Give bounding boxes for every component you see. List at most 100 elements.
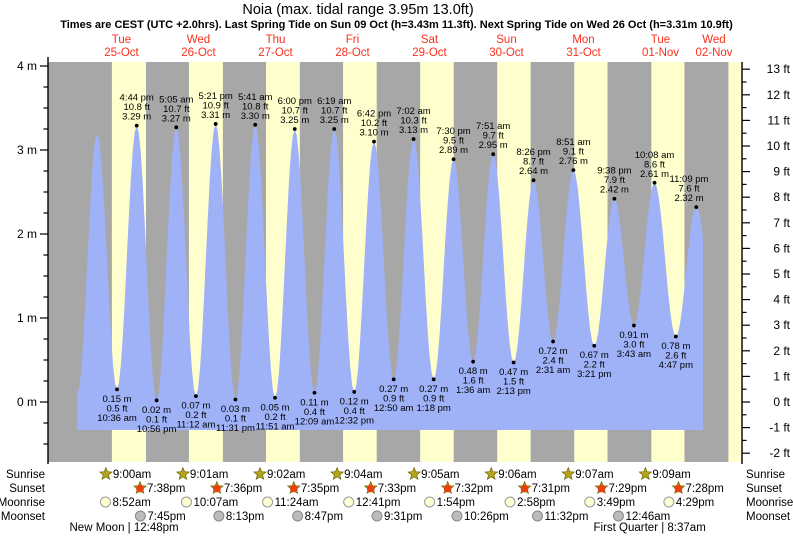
low-tide-m: 0.02 m	[142, 405, 171, 416]
right-axis-label: -2 ft	[769, 446, 790, 460]
moonset-icon	[292, 510, 304, 522]
moonrise-icon	[424, 496, 436, 508]
high-tide-dot	[612, 196, 617, 201]
high-tide-m: 2.76 m	[559, 156, 588, 167]
high-tide-ft: 10.8 ft	[123, 102, 150, 113]
row-label-moonrise-left: Moonrise	[0, 497, 45, 509]
sunset-time: 7:33pm	[378, 483, 416, 495]
row-label-sunrise-right: Sunrise	[746, 469, 785, 481]
right-axis-label: 7 ft	[773, 216, 790, 230]
sunrise-icon	[407, 466, 422, 480]
sunrise-icon	[484, 466, 499, 480]
low-tide-m: 0.12 m	[340, 396, 369, 407]
low-tide-ft: 0.1 ft	[146, 414, 167, 425]
day-date: 01-Nov	[642, 47, 679, 59]
moonset-time: 9:31pm	[384, 511, 422, 523]
high-tide-m: 3.25 m	[320, 115, 349, 126]
high-tide-m: 2.61 m	[640, 169, 669, 180]
sunset-sun-disc	[212, 484, 221, 493]
high-tide-ft: 9.5 ft	[443, 136, 464, 147]
low-tide-m: 0.27 m	[379, 384, 408, 395]
sunset-time: 7:35pm	[301, 483, 339, 495]
low-tide-m: 0.47 m	[499, 367, 528, 378]
high-tide-ft: 7.9 ft	[604, 175, 625, 186]
low-tide-ft: 2.4 ft	[543, 356, 564, 367]
moonset-time: 11:32pm	[545, 511, 589, 523]
moonrise-time: 1:54pm	[437, 497, 475, 509]
moonrise-time: 2:58pm	[517, 497, 555, 509]
high-tide-dot	[174, 125, 179, 130]
high-tide-time: 7:02 am	[396, 106, 430, 117]
high-tide-time: 5:41 am	[238, 92, 272, 103]
moonrise-icon	[99, 496, 111, 508]
moonset-time: 12:46am	[625, 511, 670, 523]
sunset-time: 7:32pm	[455, 483, 493, 495]
high-tide-m: 3.13 m	[399, 125, 428, 136]
low-tide-dot	[632, 323, 636, 328]
day-name: Wed	[187, 34, 210, 46]
sunset-sun-disc	[289, 484, 298, 493]
left-axis-label: 4 m	[17, 59, 37, 73]
day-name: Thu	[266, 34, 286, 46]
high-tide-time: 8:51 am	[556, 137, 590, 148]
low-tide-ft: 0.4 ft	[344, 406, 365, 417]
day-date: 31-Oct	[566, 47, 601, 59]
sunrise-icon	[98, 466, 113, 480]
moonset-time: 10:26pm	[464, 511, 509, 523]
low-tide-ft: 0.4 ft	[304, 407, 325, 418]
high-tide-m: 2.32 m	[674, 193, 703, 204]
high-tide-ft: 10.7 ft	[163, 104, 190, 115]
low-tide-ft: 0.1 ft	[225, 413, 246, 424]
low-tide-ft: 1.5 ft	[503, 377, 524, 388]
right-axis-label: 10 ft	[767, 139, 791, 153]
right-axis-label: 13 ft	[767, 62, 791, 76]
right-axis-label: 3 ft	[773, 318, 790, 332]
low-tide-time: 12:32 pm	[334, 415, 374, 426]
day-name: Tue	[112, 34, 131, 46]
low-tide-ft: 0.2 ft	[264, 412, 285, 423]
low-tide-ft: 0.2 ft	[185, 410, 206, 421]
low-tide-dot	[471, 359, 476, 364]
low-tide-m: 0.07 m	[181, 401, 210, 412]
high-tide-m: 3.27 m	[162, 113, 191, 124]
moonset-time: 7:45pm	[147, 511, 185, 523]
day-name: Mon	[572, 34, 594, 46]
moonrise-time: 8:52am	[112, 497, 150, 509]
right-axis-label: 0 ft	[773, 395, 790, 409]
moon-phase-label: New Moon | 12:48pm	[70, 522, 179, 534]
left-axis-label: 0 m	[17, 395, 37, 409]
day-date: 27-Oct	[258, 47, 293, 59]
high-tide-m: 2.42 m	[600, 185, 629, 196]
sunrise-icon	[253, 466, 267, 480]
low-tide-dot	[391, 377, 396, 382]
high-tide-time: 9:38 pm	[597, 166, 631, 177]
low-tide-m: 0.48 m	[459, 366, 488, 377]
high-tide-time: 5:21 pm	[199, 91, 233, 102]
low-tide-time: 4:47 pm	[659, 360, 693, 371]
high-tide-dot	[134, 123, 139, 128]
day-date: 30-Oct	[489, 47, 524, 59]
high-tide-dot	[411, 137, 416, 141]
high-tide-m: 3.29 m	[122, 112, 151, 123]
high-tide-time: 6:19 am	[317, 96, 351, 107]
low-tide-m: 0.15 m	[102, 394, 131, 405]
right-axis-label: 11 ft	[768, 113, 791, 127]
moonset-icon	[134, 510, 146, 522]
high-tide-m: 3.30 m	[241, 111, 270, 122]
high-tide-dot	[694, 205, 699, 210]
low-tide-dot	[592, 343, 597, 348]
subtitle: Times are CEST (UTC +2.0hrs). Last Sprin…	[60, 19, 733, 31]
low-tide-dot	[551, 339, 555, 344]
sunrise-time: 9:09am	[652, 469, 690, 481]
high-tide-m: 2.89 m	[439, 145, 468, 156]
high-tide-ft: 10.7 ft	[321, 106, 348, 117]
high-tide-ft: 7.6 ft	[678, 184, 699, 195]
high-tide-dot	[213, 122, 218, 126]
sunset-sun-disc	[520, 484, 529, 493]
low-tide-m: 0.11 m	[300, 397, 328, 408]
high-tide-time: 6:42 pm	[357, 109, 391, 120]
low-tide-ft: 0.9 ft	[423, 393, 444, 404]
high-tide-ft: 10.9 ft	[202, 100, 229, 111]
high-tide-dot	[571, 168, 576, 173]
